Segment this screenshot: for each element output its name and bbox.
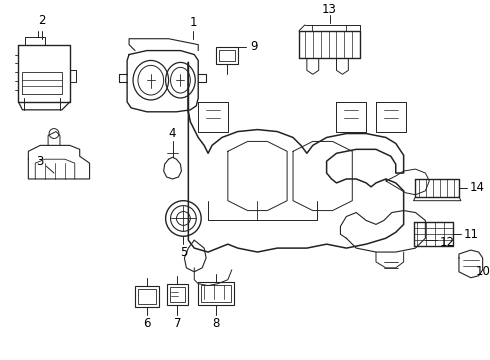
Text: 5: 5 xyxy=(180,246,187,258)
Text: 11: 11 xyxy=(464,228,478,241)
Bar xyxy=(216,47,238,64)
Bar xyxy=(170,287,185,302)
Text: 13: 13 xyxy=(322,3,337,15)
Bar xyxy=(138,289,156,305)
Text: 7: 7 xyxy=(174,317,181,330)
Bar xyxy=(135,285,159,307)
Bar xyxy=(201,285,231,302)
Text: 14: 14 xyxy=(469,181,484,194)
Text: 3: 3 xyxy=(37,155,44,168)
Bar xyxy=(167,284,188,305)
Text: 4: 4 xyxy=(169,127,176,140)
Bar xyxy=(198,282,234,305)
Bar xyxy=(219,50,235,62)
Text: 1: 1 xyxy=(190,17,197,30)
Text: 8: 8 xyxy=(212,317,220,330)
Text: 9: 9 xyxy=(250,40,257,53)
Text: 12: 12 xyxy=(440,236,455,249)
Text: 2: 2 xyxy=(38,14,46,27)
Text: 10: 10 xyxy=(475,265,490,278)
Text: 6: 6 xyxy=(143,317,150,330)
